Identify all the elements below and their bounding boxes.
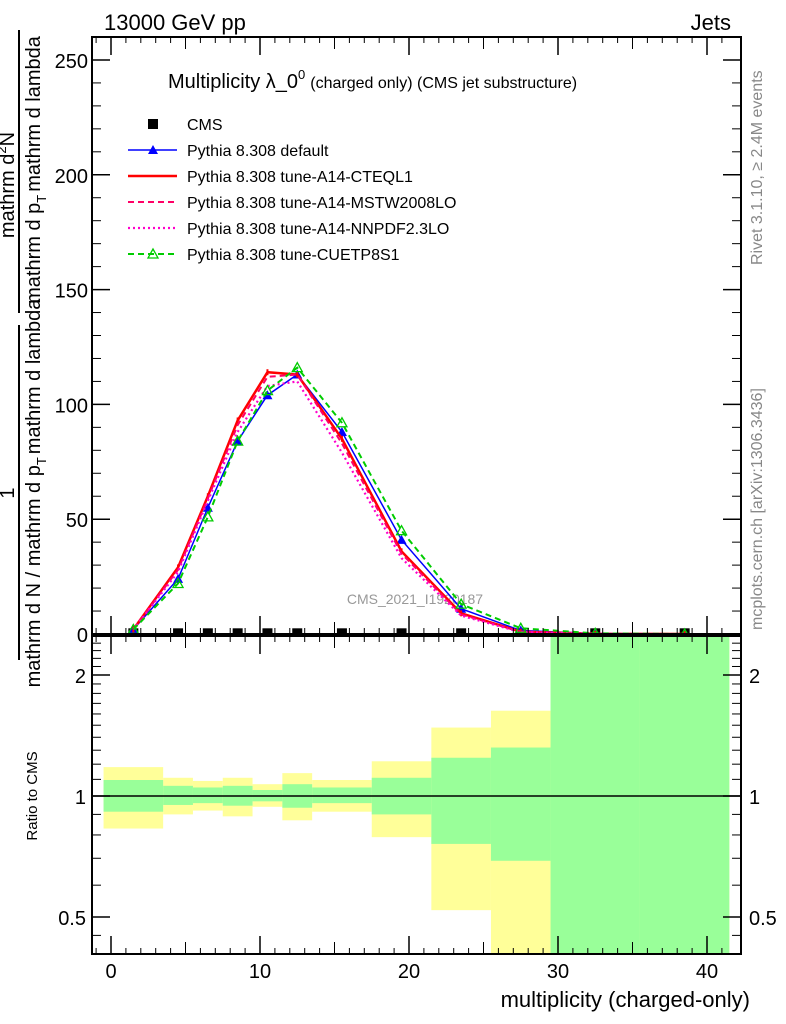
y-label-numerator-1: 1 <box>0 487 19 498</box>
title-text: Multiplicity λ_0 <box>168 71 298 93</box>
data-point-marker <box>514 621 527 633</box>
x-axis-label: multiplicity (charged-only) <box>501 987 750 1012</box>
data-point-marker <box>171 577 185 589</box>
data-point-marker <box>148 145 158 154</box>
header-left: 13000 GeV pp <box>104 10 246 35</box>
data-point-marker <box>291 361 304 373</box>
ratio-y-axis-label: Ratio to CMS <box>24 751 41 840</box>
legend-item: Pythia 8.308 tune-CUETP8S1 <box>128 247 400 264</box>
ratio-y-tick-label-right: 1 <box>749 787 760 809</box>
rivet-label: Rivet 3.1.10, ≥ 2.4M events <box>749 70 766 265</box>
data-point-marker <box>591 626 600 634</box>
ratio-y-tick-label-right: 2 <box>749 666 760 688</box>
x-tick-label: 40 <box>696 961 718 983</box>
legend-label: Pythia 8.308 tune-A14-NNPDF2.3LO <box>187 221 449 238</box>
legend-label: Pythia 8.308 tune-A14-MSTW2008LO <box>187 195 456 212</box>
x-tick-label: 10 <box>249 961 271 983</box>
data-point-marker <box>232 436 243 446</box>
main-series <box>127 361 690 634</box>
data-point-marker <box>201 510 214 522</box>
ratio-y-tick-label: 1 <box>75 787 86 809</box>
mcplots-label: mcplots.cern.ch [arXiv:1306.3436] <box>749 388 766 630</box>
ratio-bands <box>103 636 730 954</box>
data-point-marker <box>395 524 408 536</box>
series-line <box>132 366 685 634</box>
data-point-marker <box>173 628 184 634</box>
chart-title: Multiplicity λ_00 (charged only) (CMS jet… <box>168 67 577 93</box>
x-tick-label: 20 <box>398 961 420 983</box>
legend-label: Pythia 8.308 default <box>187 143 329 160</box>
title-subtitle: (charged only) (CMS jet substructure) <box>310 75 577 92</box>
svg-text:Multiplicity λ_00(charged only: Multiplicity λ_00 (charged only) (CMS jet… <box>168 67 577 93</box>
main-frame <box>91 36 742 635</box>
legend: CMS Pythia 8.308 default Pythia 8.308 tune… <box>128 117 456 264</box>
legend-item: Pythia 8.308 default <box>128 143 329 160</box>
y-tick-label: 50 <box>66 510 88 532</box>
ratio-frame <box>91 635 742 955</box>
series-pythia-8-308-tune-a14-mstw2008lo <box>132 373 685 634</box>
series-pythia-8-308-tune-a14-nnpdf2-3lo <box>132 380 685 634</box>
data-point-marker <box>148 119 158 129</box>
y-axis-label: 1 mathrm d N / mathrm d pTmathrm d lambd… <box>0 30 49 687</box>
y-tick-label: 250 <box>55 51 88 73</box>
data-point-marker <box>262 628 273 634</box>
ratio-y-tick-label: 0.5 <box>58 908 86 930</box>
y-tick-label: 200 <box>55 166 88 188</box>
x-tick-label: 0 <box>105 961 116 983</box>
series-line <box>132 373 685 634</box>
ratio-band-stat <box>639 636 730 954</box>
y-label-numerator-2: mathrm d2N <box>0 132 19 238</box>
data-point-marker <box>396 628 407 634</box>
legend-label: CMS <box>187 117 223 134</box>
data-point-marker <box>336 628 347 634</box>
legend-item: Pythia 8.308 tune-A14-NNPDF2.3LO <box>128 221 449 238</box>
y-tick-label: 150 <box>55 281 88 303</box>
ratio-band-stat <box>431 757 491 844</box>
ratio-band-stat <box>550 636 640 954</box>
data-point-marker <box>261 384 274 396</box>
y-tick-label: 100 <box>55 395 88 417</box>
header-right: Jets <box>691 10 731 35</box>
legend-item: Pythia 8.308 tune-A14-MSTW2008LO <box>128 195 456 212</box>
y-label-denominator-2: mathrm d pTmathrm d lambda <box>23 35 49 304</box>
data-point-marker <box>232 628 243 634</box>
data-point-marker <box>231 434 244 446</box>
ratio-band-stat <box>490 747 551 861</box>
legend-label: Pythia 8.308 tune-A14-CTEQL1 <box>187 169 413 186</box>
data-point-marker <box>292 628 303 634</box>
x-tick-label: 30 <box>547 961 569 983</box>
data-point-marker <box>455 597 468 609</box>
data-point-marker <box>456 628 467 634</box>
title-superscript: 0 <box>298 67 305 82</box>
data-point-marker <box>146 247 160 259</box>
legend-item: CMS <box>148 117 223 134</box>
y-label-denominator-1: mathrm d N / mathrm d pTmathrm d lambda <box>23 298 49 688</box>
y-tick-label: 0 <box>77 625 88 647</box>
legend-item: Pythia 8.308 tune-A14-CTEQL1 <box>128 169 413 186</box>
data-point-marker <box>202 628 213 634</box>
data-point-marker <box>396 534 407 544</box>
ratio-y-tick-label: 2 <box>75 666 86 688</box>
series-line <box>132 380 685 634</box>
data-point-marker <box>335 416 349 428</box>
legend-label: Pythia 8.308 tune-CUETP8S1 <box>187 247 400 264</box>
ratio-y-tick-label-right: 0.5 <box>749 908 777 930</box>
